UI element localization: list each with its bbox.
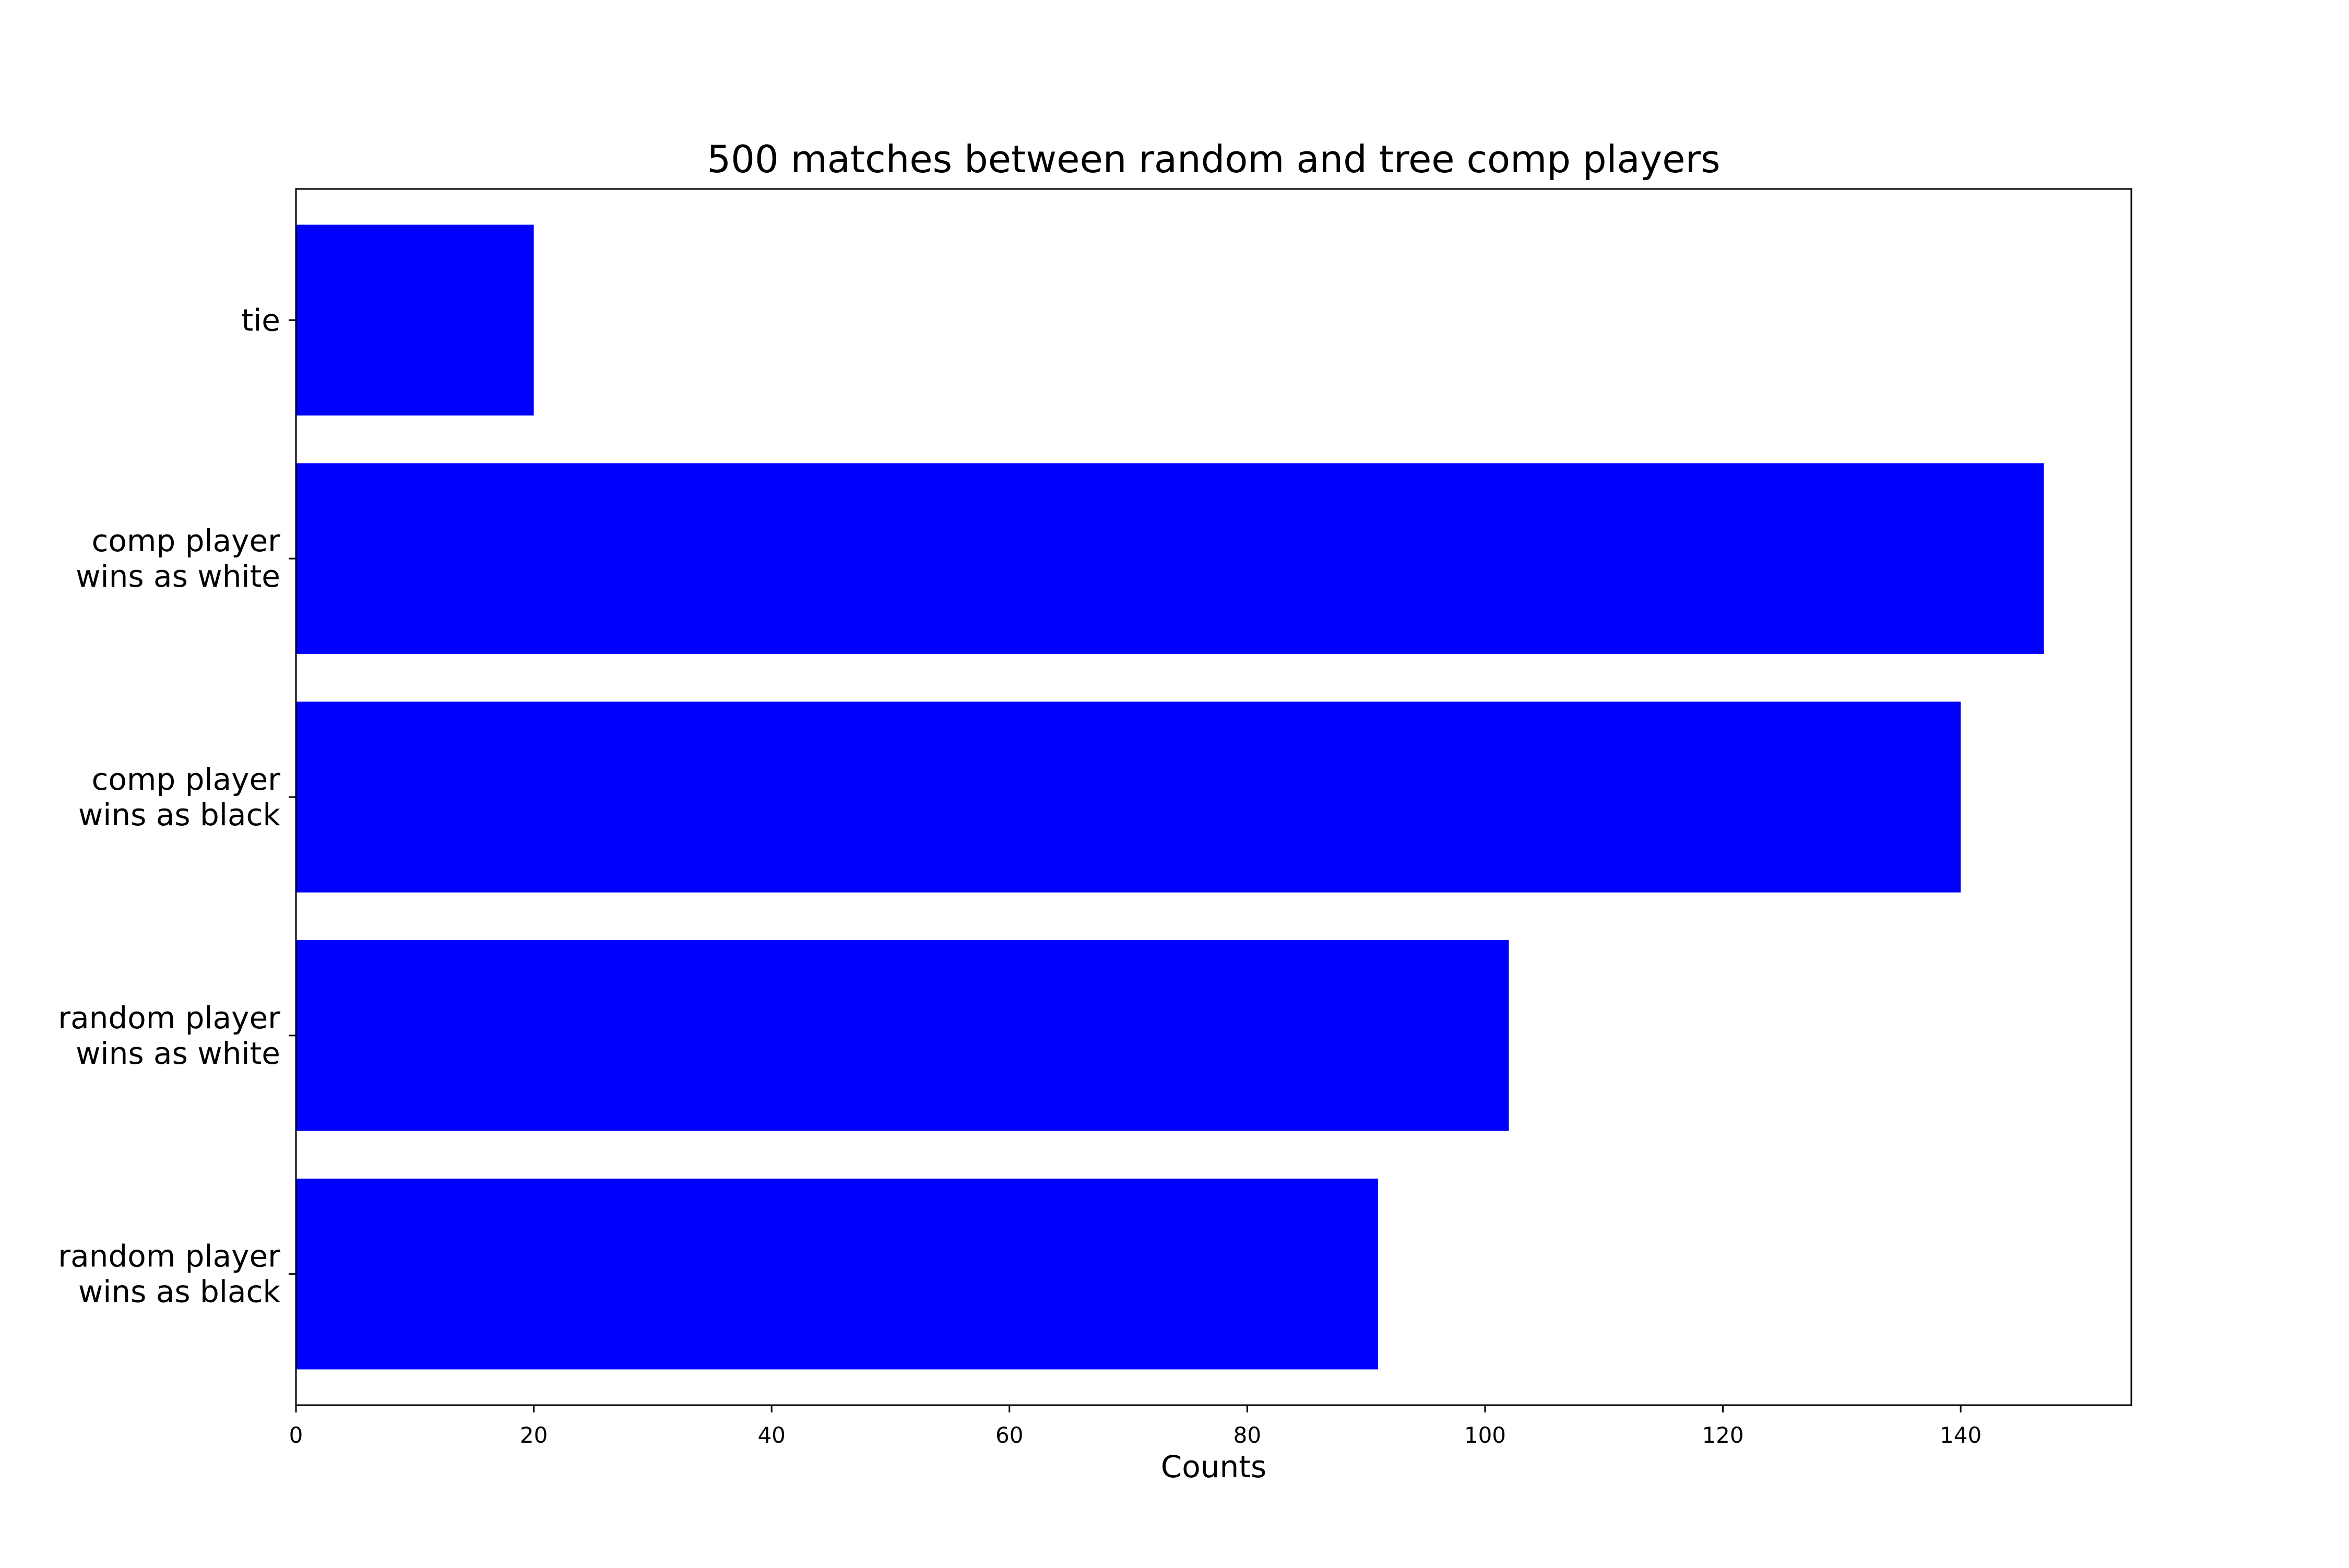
x-axis-ticks: 0 20 40 60 80 100 120 140 xyxy=(289,1405,1982,1448)
x-tick-label: 20 xyxy=(520,1422,548,1448)
x-tick-label: 60 xyxy=(995,1422,1023,1448)
chart-title: 500 matches between random and tree comp… xyxy=(707,137,1720,181)
y-axis-ticks: tie comp player wins as white comp player wi… xyxy=(58,302,296,1310)
y-tick-label: random player wins as white xyxy=(58,1000,280,1071)
bar-tie xyxy=(296,224,534,416)
x-tick-label: 0 xyxy=(289,1422,303,1448)
x-tick-label: 140 xyxy=(1940,1422,1982,1448)
bar-random-player-wins-as-black xyxy=(296,1178,1378,1370)
x-tick-label: 100 xyxy=(1464,1422,1506,1448)
bar-random-player-wins-as-white xyxy=(296,940,1509,1131)
x-tick-label: 80 xyxy=(1233,1422,1261,1448)
x-axis-label: Counts xyxy=(1161,1449,1266,1484)
y-tick-label: comp player wins as white xyxy=(76,523,280,594)
y-tick-label: random player wins as black xyxy=(58,1239,280,1310)
x-tick-label: 120 xyxy=(1702,1422,1743,1448)
y-tick-label: tie xyxy=(241,302,280,338)
bar-comp-player-wins-as-white xyxy=(296,463,2044,654)
bars-layer xyxy=(296,224,2044,1370)
x-tick-label: 40 xyxy=(757,1422,785,1448)
y-tick-label: comp player wins as black xyxy=(78,762,281,833)
bar-comp-player-wins-as-black xyxy=(296,702,1961,893)
